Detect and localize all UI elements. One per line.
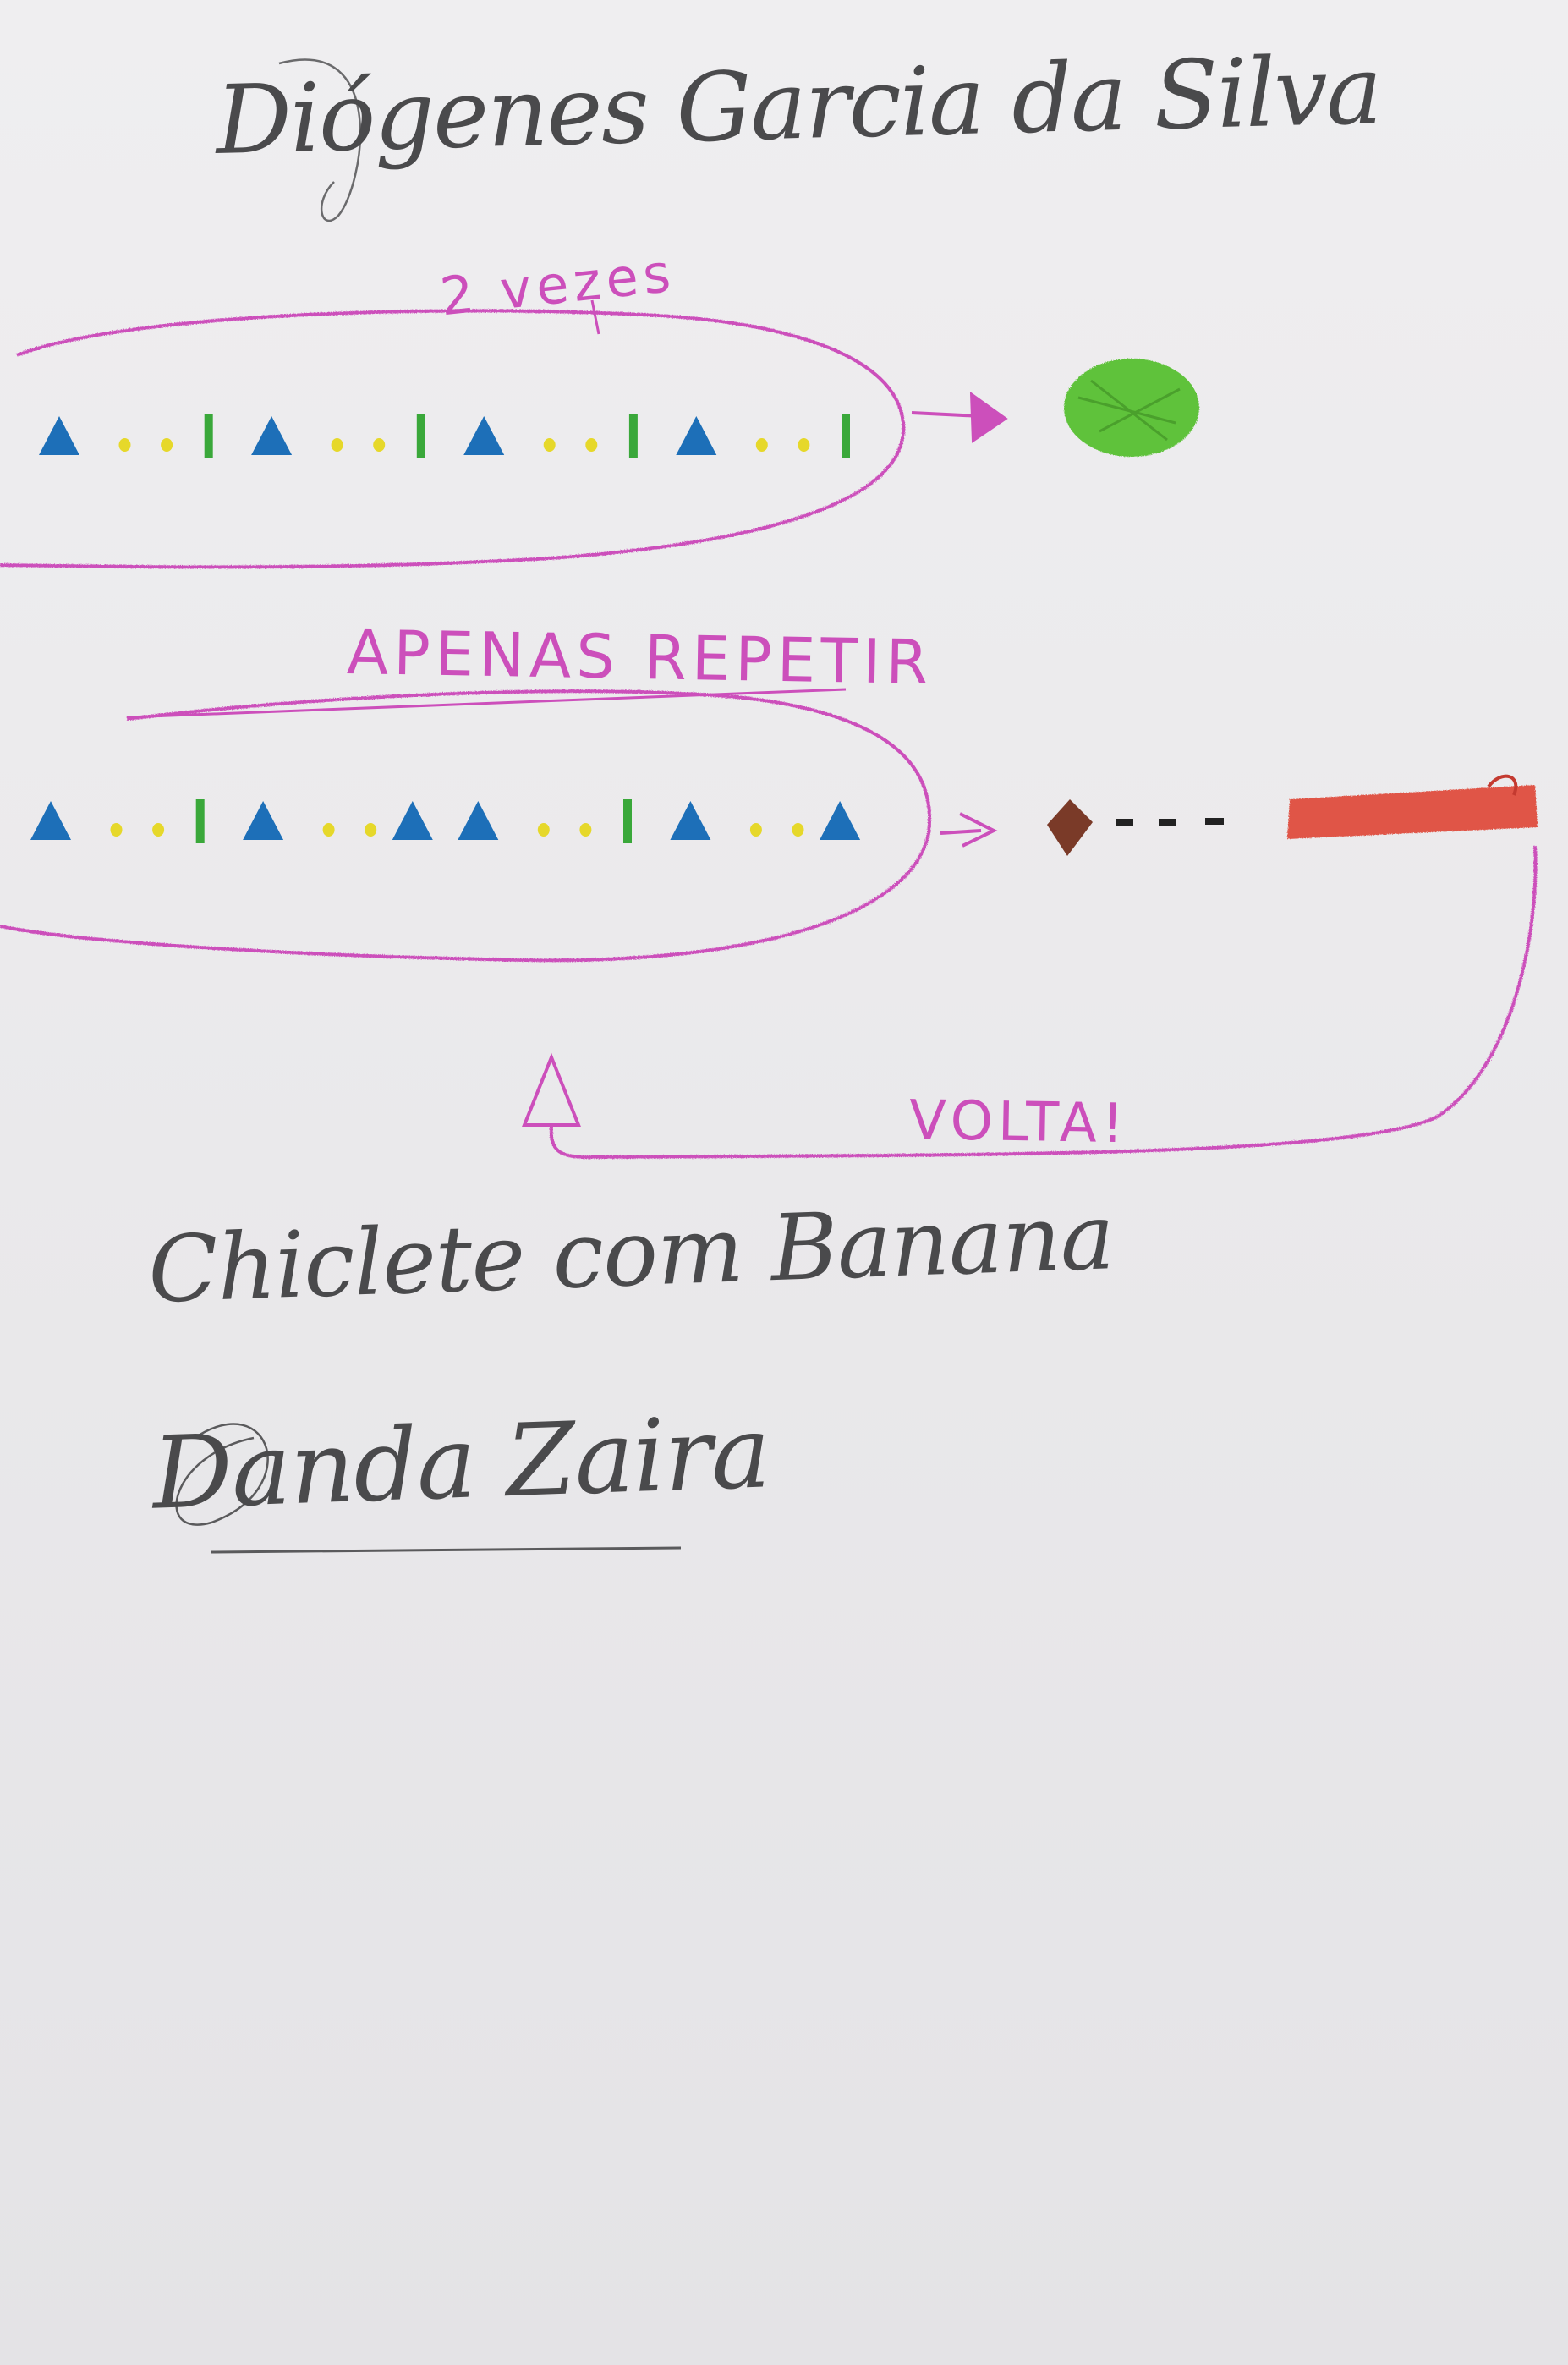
blue-triangle-icon <box>820 801 861 840</box>
loop2-label: APENAS REPETIR <box>346 616 935 699</box>
yellow-dot-icon <box>331 438 343 452</box>
title-flourish <box>278 58 362 222</box>
blue-triangle-icon <box>463 416 505 455</box>
loop1-label-tick <box>590 299 600 335</box>
brown-diamond-icon <box>1047 799 1093 856</box>
green-bar-icon <box>623 799 632 843</box>
blue-triangle-icon <box>392 801 433 840</box>
yellow-dot-icon <box>152 823 165 837</box>
loop2-arrow-head <box>959 812 998 848</box>
yellow-dot-icon <box>579 823 592 837</box>
return-arrow-head <box>522 1052 581 1127</box>
blue-triangle-icon <box>458 801 499 840</box>
yellow-dot-icon <box>373 438 386 452</box>
return-label: VOLTA! <box>908 1089 1130 1156</box>
loop1-ellipse <box>0 309 906 569</box>
yellow-dot-icon <box>543 438 556 452</box>
yellow-dot-icon <box>118 438 131 452</box>
green-bar-icon <box>195 799 205 843</box>
loop2-label-underline <box>126 688 847 719</box>
green-bar-icon <box>628 414 638 458</box>
green-bar-icon <box>204 414 213 458</box>
return-path <box>549 845 1538 1160</box>
loop2-ellipse <box>0 689 932 963</box>
loop1-arrow-line <box>911 411 982 418</box>
yellow-dot-icon <box>322 823 335 837</box>
loop2-arrow-line <box>940 829 982 835</box>
yellow-dot-icon <box>792 823 804 837</box>
signature-flourish <box>175 1423 269 1526</box>
blue-triangle-icon <box>676 416 717 455</box>
yellow-dot-icon <box>365 823 377 837</box>
sequence-row-1 <box>39 414 850 458</box>
yellow-dot-icon <box>585 438 598 452</box>
yellow-dot-icon <box>161 438 173 452</box>
yellow-dot-icon <box>749 823 762 837</box>
blue-triangle-icon <box>39 416 79 455</box>
green-bar-icon <box>842 414 850 458</box>
dashed-connector <box>1116 818 1224 826</box>
blue-triangle-icon <box>243 801 284 840</box>
signature-underline <box>211 1546 682 1554</box>
loop1-arrow-head <box>969 392 1008 443</box>
yellow-dot-icon <box>798 438 810 452</box>
yellow-dot-icon <box>755 438 768 452</box>
red-bar-icon <box>1287 774 1538 839</box>
author-name: Danda Zaira <box>150 1393 772 1532</box>
yellow-dot-icon <box>110 823 123 837</box>
blue-triangle-icon <box>251 416 293 455</box>
sequence-row-2 <box>30 799 861 843</box>
green-bar-icon <box>416 414 425 458</box>
green-circle-icon <box>1064 359 1199 457</box>
blue-triangle-icon <box>670 801 711 840</box>
yellow-dot-icon <box>537 823 550 837</box>
blue-triangle-icon <box>30 801 71 840</box>
